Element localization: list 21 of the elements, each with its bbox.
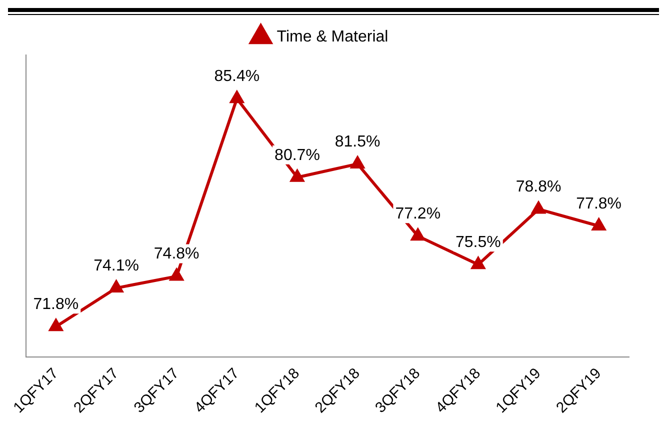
data-label: 81.5%: [334, 133, 380, 150]
point: [350, 156, 364, 168]
data-label: 85.4%: [214, 68, 260, 85]
point: [110, 280, 123, 293]
data-label: 75.5%: [456, 234, 501, 251]
data-label: 80.7%: [274, 146, 320, 164]
point: [472, 257, 485, 270]
point: [592, 218, 606, 231]
data-label: 74.1%: [94, 257, 139, 274]
point: [532, 202, 546, 214]
point: [230, 91, 244, 104]
point: [170, 268, 184, 281]
point: [290, 170, 304, 182]
point: [49, 319, 63, 332]
point: [411, 228, 425, 241]
data-label: 71.8%: [33, 296, 79, 313]
legend-label: Time & Material: [276, 28, 388, 46]
data-label: 74.8%: [154, 246, 200, 263]
data-label: 77.8%: [576, 195, 622, 212]
data-label: 77.2%: [395, 205, 441, 222]
data-label: 78.8%: [516, 178, 562, 196]
